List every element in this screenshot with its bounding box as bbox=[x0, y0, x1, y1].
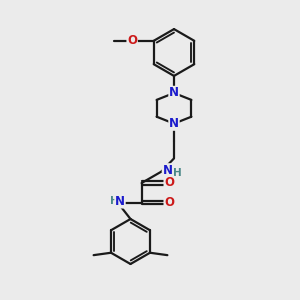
Text: N: N bbox=[169, 86, 179, 100]
Text: H: H bbox=[172, 168, 182, 178]
Text: O: O bbox=[164, 176, 174, 190]
Text: O: O bbox=[127, 34, 137, 47]
Text: O: O bbox=[164, 196, 174, 209]
Text: N: N bbox=[162, 164, 172, 177]
Text: H: H bbox=[110, 196, 118, 206]
Text: N: N bbox=[115, 195, 125, 208]
Text: N: N bbox=[169, 117, 179, 130]
